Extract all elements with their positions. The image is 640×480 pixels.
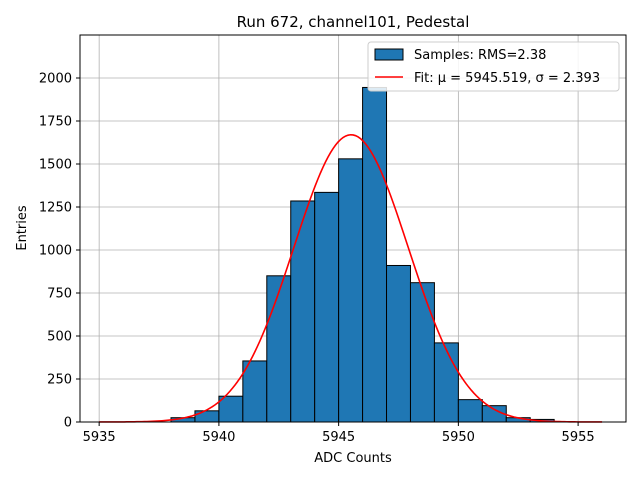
histogram-bar <box>433 342 459 423</box>
fit-curve <box>99 133 603 423</box>
y-tick-label: 1000 <box>39 244 72 259</box>
legend-histogram-swatch <box>374 48 404 61</box>
y-tick-label: 1750 <box>39 115 72 130</box>
y-tick-label: 750 <box>47 287 72 302</box>
histogram-bar <box>242 360 268 423</box>
x-axis-ticks: 5935 5940 5945 5950 5955 <box>83 422 595 445</box>
histogram-bar <box>386 264 411 423</box>
legend-fit-label: Fit: μ = 5945.519, σ = 2.393 <box>414 71 600 86</box>
y-tick-label: 250 <box>47 373 72 388</box>
chart-title: Run 672, channel101, Pedestal <box>237 13 470 31</box>
y-axis-ticks: 0 250 500 750 1000 1250 1500 1750 2000 <box>39 72 80 431</box>
y-axis-label: Entries <box>15 205 30 251</box>
y-tick-label: 0 <box>64 416 72 431</box>
histogram-bar <box>314 191 340 423</box>
plot-frame <box>79 34 627 423</box>
histogram-bar <box>290 200 316 423</box>
histogram-bar <box>266 275 292 423</box>
x-tick-label: 5940 <box>202 430 235 445</box>
y-tick-label: 500 <box>47 330 72 345</box>
x-tick-label: 5950 <box>442 430 475 445</box>
x-tick-label: 5945 <box>322 430 355 445</box>
y-tick-label: 1500 <box>39 158 72 173</box>
histogram-bar <box>194 410 220 423</box>
histogram-bar <box>362 86 388 423</box>
legend: Samples: RMS=2.38 Fit: μ = 5945.519, σ =… <box>367 41 620 92</box>
y-tick-label: 1250 <box>39 201 72 216</box>
histogram-bar <box>409 282 435 423</box>
x-tick-label: 5935 <box>83 430 116 445</box>
x-tick-label: 5955 <box>562 430 595 445</box>
histogram-bar <box>338 158 364 423</box>
legend-box <box>367 41 620 92</box>
legend-histogram-label: Samples: RMS=2.38 <box>414 48 546 63</box>
histogram-bar <box>457 399 483 423</box>
x-axis-label: ADC Counts <box>314 451 392 466</box>
histogram-bar <box>218 395 244 423</box>
y-tick-label: 2000 <box>39 72 72 87</box>
